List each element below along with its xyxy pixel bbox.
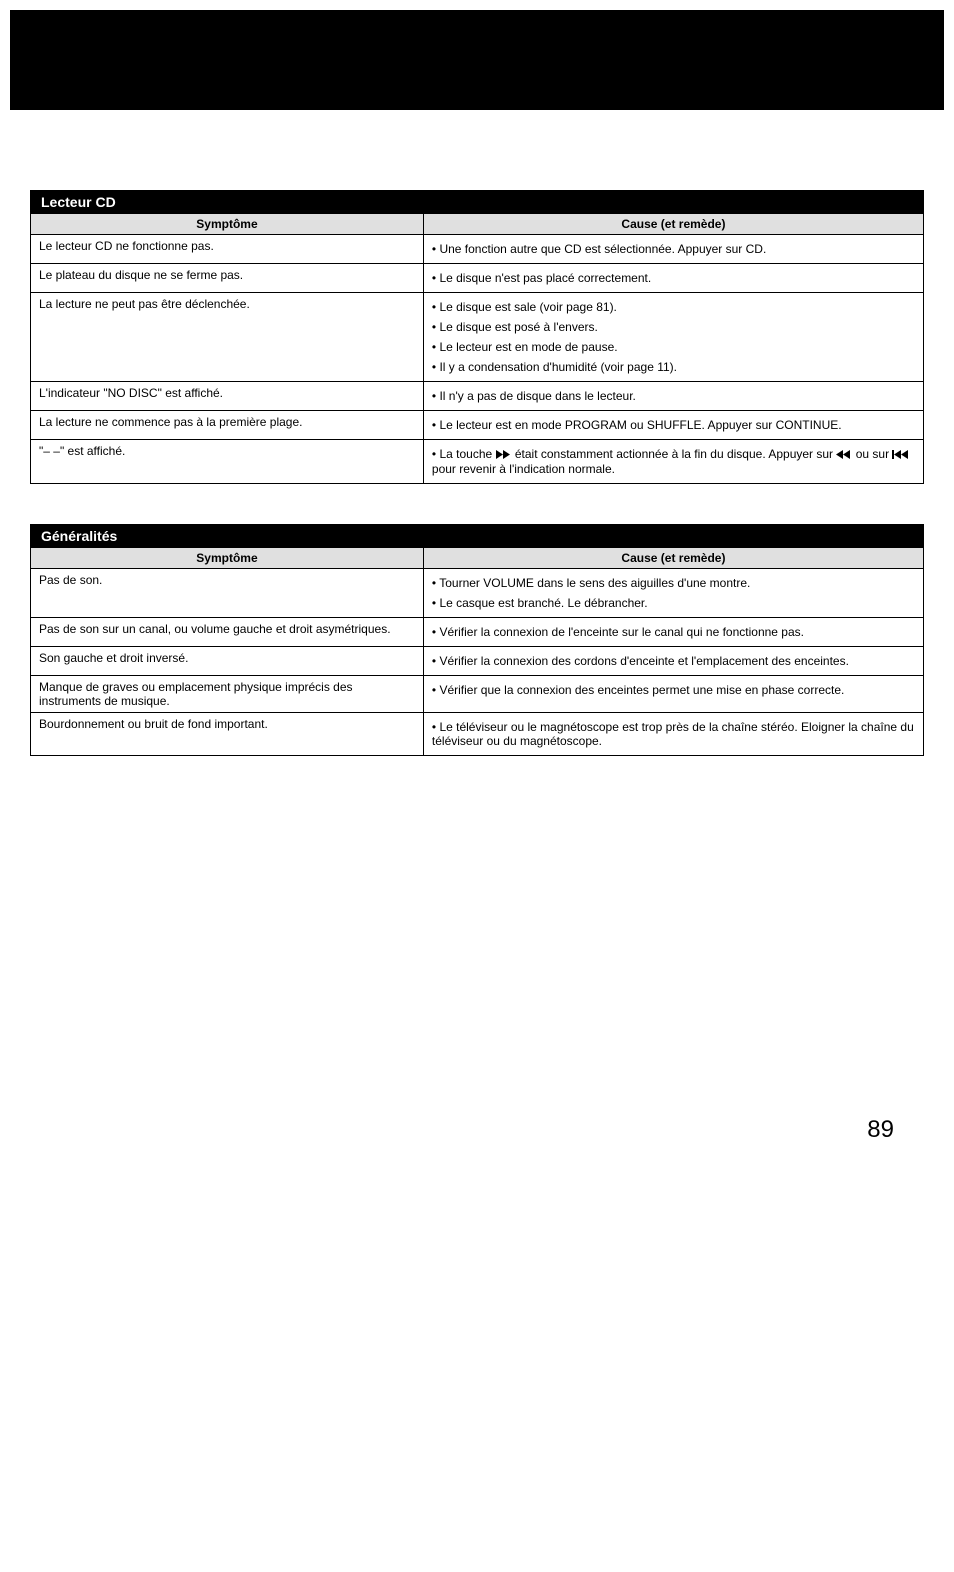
cell-symptom: "– –" est affiché. [31,440,424,484]
cell-cause: Tourner VOLUME dans le sens des aiguille… [423,568,923,617]
col-header-symptom: Symptôme [31,547,424,568]
cell-cause: Le disque n'est pas placé correctement. [423,264,923,293]
cell-cause: Vérifier la connexion des cordons d'ence… [423,646,923,675]
table-row: Son gauche et droit inversé. Vérifier la… [31,646,924,675]
text-prefix: La touche [439,447,495,461]
cause-item: Vérifier la connexion de l'enceinte sur … [432,622,915,642]
table-row: La lecture ne commence pas à la première… [31,411,924,440]
table-row: Manque de graves ou emplacement physique… [31,675,924,712]
table-generalites: Généralités Symptôme Cause (et remède) P… [30,524,924,756]
cell-cause: Il n'y a pas de disque dans le lecteur. [423,382,923,411]
cause-item: Une fonction autre que CD est sélectionn… [432,239,915,259]
cell-cause: Le disque est sale (voir page 81). Le di… [423,293,923,382]
cause-item: Le lecteur est en mode de pause. [432,337,915,357]
table-row: Le lecteur CD ne fonctionne pas. Une fon… [31,235,924,264]
table-row: Pas de son sur un canal, ou volume gauch… [31,617,924,646]
section-title: Généralités [31,524,924,547]
table-row: L'indicateur "NO DISC" est affiché. Il n… [31,382,924,411]
section-title: Lecteur CD [31,191,924,214]
table-row: Bourdonnement ou bruit de fond important… [31,712,924,755]
cell-cause: Le téléviseur ou le magnétoscope est tro… [423,712,923,755]
col-header-cause: Cause (et remède) [423,547,923,568]
cell-symptom: Bourdonnement ou bruit de fond important… [31,712,424,755]
text-mid2: ou sur [856,447,893,461]
cause-item: Le téléviseur ou le magnétoscope est tro… [432,717,915,751]
cell-symptom: Pas de son. [31,568,424,617]
cause-item: La touche était constamment actionnée à … [432,444,915,479]
cause-item: Le lecteur est en mode PROGRAM ou SHUFFL… [432,415,915,435]
fast-forward-icon [496,448,512,462]
table-row: "– –" est affiché. La touche était const… [31,440,924,484]
cell-symptom: L'indicateur "NO DISC" est affiché. [31,382,424,411]
cause-item: Tourner VOLUME dans le sens des aiguille… [432,573,915,593]
cause-item: Il y a condensation d'humidité (voir pag… [432,357,915,377]
cell-symptom: Manque de graves ou emplacement physique… [31,675,424,712]
cause-item: Le disque est sale (voir page 81). [432,297,915,317]
cell-symptom: Pas de son sur un canal, ou volume gauch… [31,617,424,646]
col-header-symptom: Symptôme [31,214,424,235]
table-row: Le plateau du disque ne se ferme pas. Le… [31,264,924,293]
cell-cause: La touche était constamment actionnée à … [423,440,923,484]
skip-previous-icon [892,448,910,462]
rewind-icon [836,448,852,462]
cell-cause: Vérifier que la connexion des enceintes … [423,675,923,712]
page-number: 89 [0,796,954,1204]
cell-cause: Une fonction autre que CD est sélectionn… [423,235,923,264]
cell-symptom: Le lecteur CD ne fonctionne pas. [31,235,424,264]
table-lecteur-cd: Lecteur CD Symptôme Cause (et remède) Le… [30,190,924,484]
cause-item: Vérifier que la connexion des enceintes … [432,680,915,700]
cell-cause: Vérifier la connexion de l'enceinte sur … [423,617,923,646]
cause-item: Le casque est branché. Le débrancher. [432,593,915,613]
cell-symptom: La lecture ne commence pas à la première… [31,411,424,440]
text-mid1: était constamment actionnée à la fin du … [515,447,837,461]
content: Lecteur CD Symptôme Cause (et remède) Le… [0,110,954,756]
top-black-bar [10,10,944,110]
cause-item: Le disque est posé à l'envers. [432,317,915,337]
cause-item: Le disque n'est pas placé correctement. [432,268,915,288]
text-suffix: pour revenir à l'indication normale. [432,462,615,476]
cause-item: Il n'y a pas de disque dans le lecteur. [432,386,915,406]
cell-symptom: Son gauche et droit inversé. [31,646,424,675]
cell-symptom: Le plateau du disque ne se ferme pas. [31,264,424,293]
cell-cause: Le lecteur est en mode PROGRAM ou SHUFFL… [423,411,923,440]
cell-symptom: La lecture ne peut pas être déclenchée. [31,293,424,382]
table-row: La lecture ne peut pas être déclenchée. … [31,293,924,382]
col-header-cause: Cause (et remède) [423,214,923,235]
table-row: Pas de son. Tourner VOLUME dans le sens … [31,568,924,617]
cause-item: Vérifier la connexion des cordons d'ence… [432,651,915,671]
